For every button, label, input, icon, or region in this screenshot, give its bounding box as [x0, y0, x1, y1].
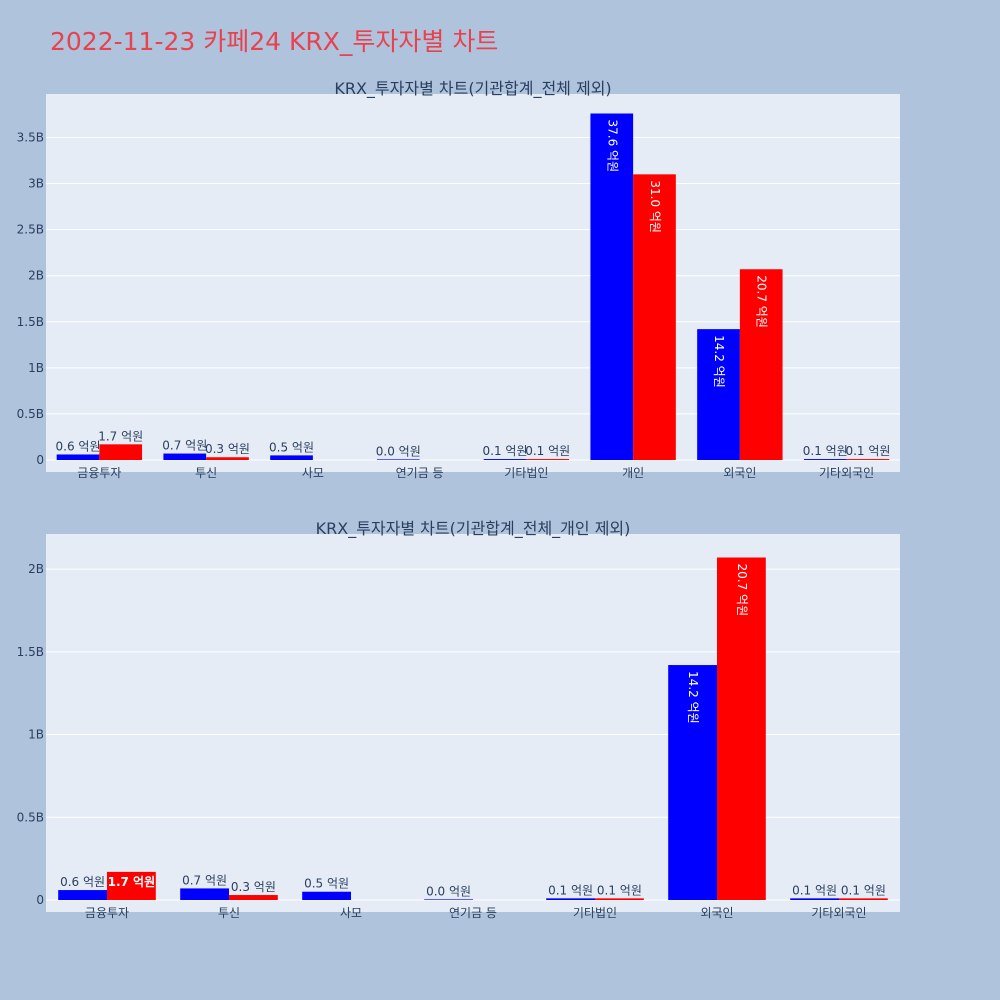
x-tick-label: 연기금 등 [396, 466, 444, 480]
data-label: 20.7 억원 [735, 564, 749, 617]
y-tick-label: 0.5B [17, 407, 44, 421]
data-label: 0.1 억원 [483, 444, 528, 458]
x-tick-label: 투신 [218, 906, 240, 920]
data-label: 14.2 억원 [686, 671, 700, 724]
x-tick-label: 금융투자 [77, 466, 121, 480]
y-tick-label: 3.5B [17, 130, 44, 144]
bar [302, 891, 351, 900]
y-tick-label: 3B [28, 177, 44, 191]
data-label: 0.0 억원 [426, 884, 471, 898]
x-tick-label: 기타외국인 [819, 466, 874, 480]
y-tick-label: 1.5B [17, 645, 44, 659]
y-tick-label: 0.5B [17, 810, 44, 824]
bar [424, 899, 473, 900]
x-tick-label: 기타법인 [504, 466, 548, 480]
x-tick-label: 개인 [622, 466, 644, 480]
data-label: 1.7 억원 [108, 875, 156, 889]
x-tick-label: 기타외국인 [811, 906, 866, 920]
y-tick-label: 1.5B [17, 315, 44, 329]
bar [99, 444, 143, 460]
data-label: 0.7 억원 [182, 873, 227, 887]
chart-title: KRX_투자자별 차트(기관합계_전체_개인 제외) [316, 519, 631, 539]
page-title: 2022-11-23 카페24 KRX_투자자별 차트 [50, 27, 499, 56]
data-label: 0.5 억원 [269, 440, 314, 454]
data-label: 20.7 억원 [755, 275, 769, 328]
bar [546, 898, 595, 900]
data-label: 0.0 억원 [376, 444, 421, 458]
x-tick-label: 연기금 등 [449, 906, 497, 920]
y-tick-label: 0 [36, 453, 44, 467]
y-tick-label: 2.5B [17, 223, 44, 237]
data-label: 0.6 억원 [60, 875, 105, 889]
data-label: 0.1 억원 [548, 883, 593, 897]
chart-title: KRX_투자자별 차트(기관합계_전체 제외) [334, 79, 611, 99]
x-tick-label: 사모 [302, 466, 324, 480]
bar [595, 898, 644, 900]
data-label: 0.1 억원 [803, 444, 848, 458]
bar [717, 557, 766, 900]
chart-top: KRX_투자자별 차트(기관합계_전체 제외) 0 0.5B 1B 1.5B 2B 2.5B… [17, 79, 900, 480]
data-label: 37.6 억원 [605, 120, 619, 173]
data-label: 0.7 억원 [162, 439, 207, 453]
bar [163, 453, 207, 460]
bar [633, 174, 676, 461]
bar [526, 459, 570, 460]
bar [180, 888, 229, 900]
x-tick-label: 투신 [195, 466, 217, 480]
bar [590, 113, 634, 461]
data-label: 14.2 억원 [712, 335, 726, 388]
chart-bottom: KRX_투자자별 차트(기관합계_전체_개인 제외) 0 0.5B 1B 1.5B 2B 금… [17, 519, 900, 920]
plot-area [46, 534, 900, 912]
bar [206, 457, 249, 460]
bar [697, 329, 740, 460]
bar [270, 455, 313, 460]
bar [376, 459, 420, 460]
bar [803, 459, 847, 460]
y-tick-label: 2B [28, 269, 44, 283]
bar [107, 871, 156, 900]
bar [668, 665, 717, 900]
x-tick-label: 기타법인 [573, 906, 617, 920]
y-tick-label: 0 [36, 893, 44, 907]
bar [846, 459, 890, 460]
bar [58, 890, 107, 900]
y-tick-label: 1B [28, 728, 44, 742]
data-label: 0.1 억원 [845, 444, 890, 458]
bar [56, 454, 100, 460]
data-label: 0.5 억원 [304, 877, 349, 891]
bar [229, 895, 278, 900]
x-tick-label: 외국인 [700, 906, 733, 920]
data-label: 0.1 억원 [525, 444, 570, 458]
x-tick-label: 금융투자 [85, 906, 129, 920]
bar [739, 269, 783, 460]
bar [790, 898, 839, 900]
data-label: 0.1 억원 [597, 883, 642, 897]
x-tick-label: 사모 [340, 906, 362, 920]
bar [483, 459, 527, 460]
y-tick-label: 1B [28, 361, 44, 375]
data-label: 0.3 억원 [231, 880, 276, 894]
data-label: 0.1 억원 [792, 883, 837, 897]
data-label: 0.6 억원 [56, 439, 101, 453]
y-tick-label: 2B [28, 562, 44, 576]
data-label: 1.7 억원 [98, 429, 143, 443]
data-label: 0.1 억원 [841, 883, 886, 897]
x-tick-label: 외국인 [723, 466, 756, 480]
data-label: 0.3 억원 [205, 442, 250, 456]
data-label: 31.0 억원 [648, 180, 662, 233]
bar [839, 898, 888, 900]
